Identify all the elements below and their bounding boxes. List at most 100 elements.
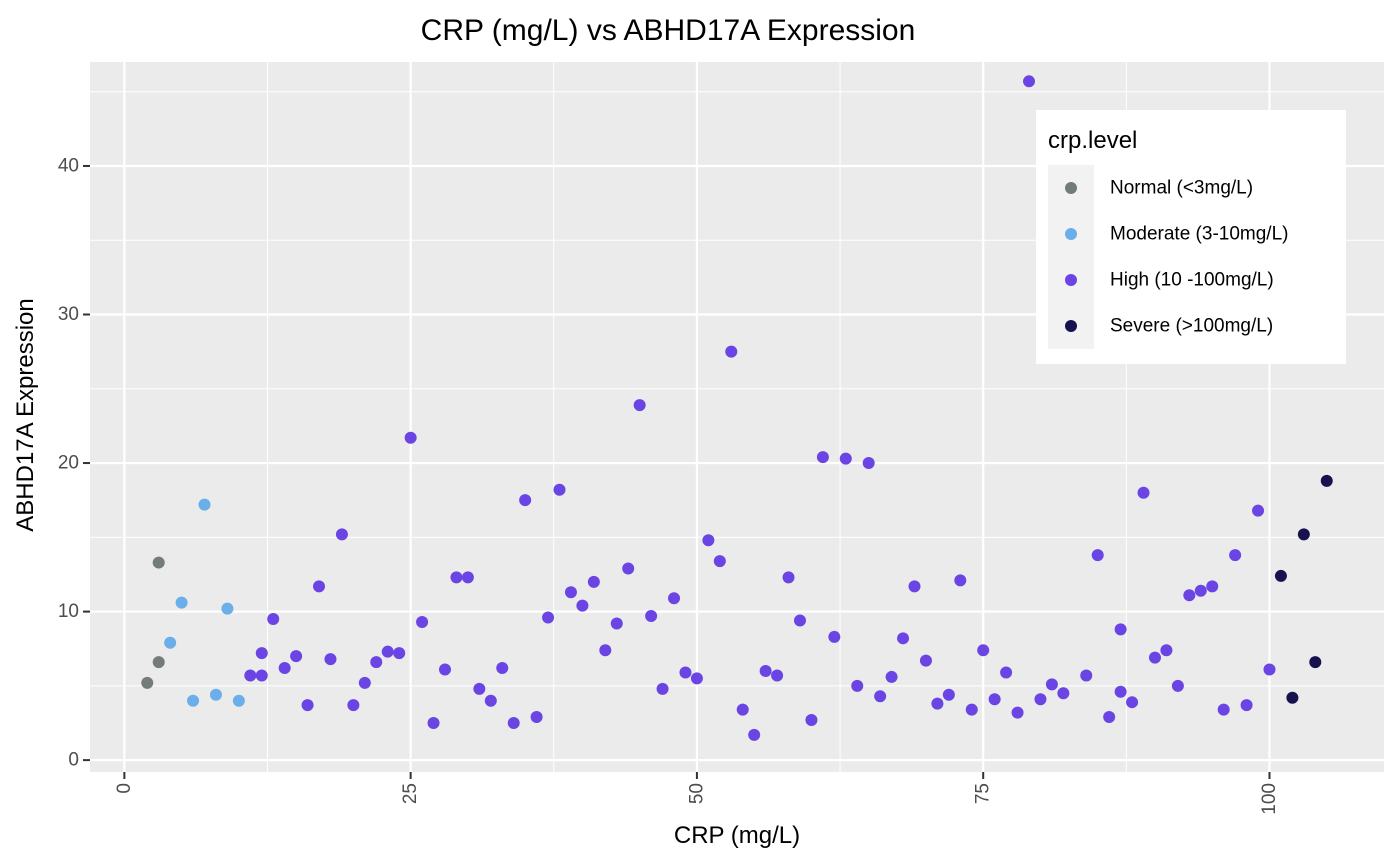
data-point: [1137, 486, 1150, 499]
data-point: [1034, 693, 1047, 706]
data-point: [1114, 685, 1127, 698]
legend-label: Moderate (3-10mg/L): [1110, 224, 1288, 245]
data-point: [1297, 528, 1310, 541]
data-point: [347, 699, 360, 712]
data-point: [897, 632, 910, 645]
data-point: [209, 688, 222, 701]
data-point: [1114, 623, 1127, 636]
data-point: [862, 457, 875, 470]
data-point: [175, 596, 188, 609]
data-point: [908, 580, 921, 593]
data-point: [885, 670, 898, 683]
data-point: [816, 451, 829, 464]
y-tick-label: 30: [58, 304, 79, 325]
data-point: [450, 571, 463, 584]
data-point: [839, 452, 852, 465]
data-point: [736, 703, 749, 716]
minor-gridlines: [90, 62, 1384, 772]
data-point: [748, 728, 761, 741]
data-points: [141, 75, 1333, 741]
x-axis-title: CRP (mg/L): [674, 822, 800, 849]
data-point: [461, 571, 474, 584]
data-point: [152, 656, 165, 669]
data-point: [1252, 504, 1265, 517]
data-point: [828, 630, 841, 643]
data-point: [564, 586, 577, 599]
data-point: [255, 669, 268, 682]
data-point: [1183, 589, 1196, 602]
data-point: [679, 666, 692, 679]
data-point: [851, 679, 864, 692]
data-point: [1240, 699, 1253, 712]
data-point: [393, 647, 406, 660]
data-point: [702, 534, 715, 547]
data-point: [484, 694, 497, 707]
data-point: [313, 580, 326, 593]
y-tick-label: 0: [68, 750, 79, 771]
data-point: [152, 556, 165, 569]
data-point: [587, 575, 600, 588]
data-point: [919, 654, 932, 667]
data-point: [668, 592, 681, 605]
data-point: [725, 345, 738, 358]
data-point: [335, 528, 348, 541]
data-point: [1160, 644, 1173, 657]
data-point: [244, 669, 257, 682]
data-point: [164, 636, 177, 649]
data-point: [599, 644, 612, 657]
data-point: [370, 656, 383, 669]
legend-label: Normal (<3mg/L): [1110, 178, 1253, 199]
y-tick-label: 20: [58, 453, 79, 474]
legend-label: Severe (>100mg/L): [1110, 316, 1273, 337]
data-point: [1171, 679, 1184, 692]
data-point: [553, 483, 566, 496]
data-point: [1263, 663, 1276, 676]
data-point: [301, 699, 314, 712]
data-point: [1023, 75, 1036, 88]
data-point: [473, 682, 486, 695]
data-point: [278, 662, 291, 675]
data-point: [1148, 651, 1161, 664]
data-point: [793, 614, 806, 627]
x-tick-label: 0: [114, 783, 135, 794]
data-point: [1286, 691, 1299, 704]
x-axis: 0 25 50 75 100: [114, 772, 1280, 815]
legend-marker: [1065, 320, 1077, 332]
x-tick-label: 100: [1259, 783, 1280, 815]
data-point: [771, 669, 784, 682]
data-point: [507, 716, 520, 729]
data-point: [542, 611, 555, 624]
data-point: [255, 647, 268, 660]
data-point: [198, 498, 211, 511]
data-point: [404, 431, 417, 444]
y-axis: 0 10 20 30 40: [58, 155, 90, 771]
data-point: [1011, 706, 1024, 719]
legend-marker: [1065, 182, 1077, 194]
data-point: [1309, 656, 1322, 669]
data-point: [1045, 678, 1058, 691]
data-point: [232, 694, 245, 707]
data-point: [358, 676, 371, 689]
data-point: [381, 645, 394, 658]
data-point: [622, 562, 635, 575]
data-point: [1103, 711, 1116, 724]
data-point: [988, 693, 1001, 706]
data-point: [1229, 549, 1242, 562]
legend-marker: [1065, 274, 1077, 286]
data-point: [1080, 669, 1093, 682]
legend: crp.level Normal (<3mg/L) Moderate (3-10m…: [1036, 110, 1346, 364]
y-axis-title: ABHD17A Expression: [12, 298, 39, 531]
legend-marker: [1065, 228, 1077, 240]
data-point: [954, 574, 967, 587]
data-point: [576, 599, 589, 612]
data-point: [530, 711, 543, 724]
data-point: [645, 610, 658, 623]
x-tick-label: 75: [973, 783, 994, 804]
data-point: [1057, 687, 1070, 700]
data-point: [656, 682, 669, 695]
data-point: [874, 690, 887, 703]
data-point: [690, 672, 703, 685]
data-point: [805, 714, 818, 727]
data-point: [1000, 666, 1013, 679]
